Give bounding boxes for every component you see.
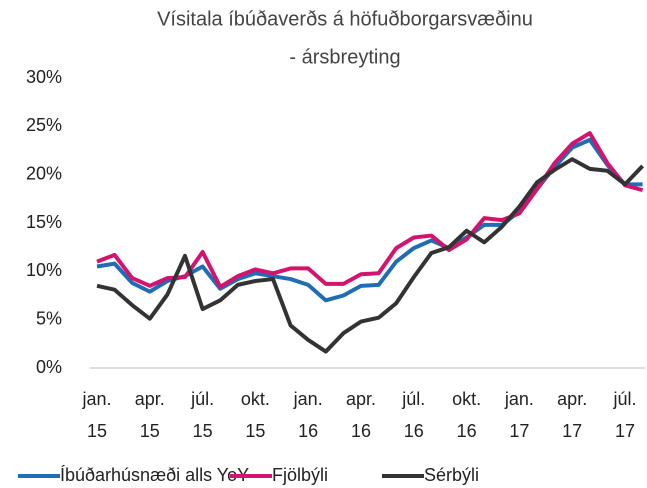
x-tick-label-line: apr. xyxy=(135,389,165,409)
legend-label: Íbúðarhúsnæði alls YoY xyxy=(60,465,249,485)
x-tick-label: okt. 16 xyxy=(452,389,481,441)
x-tick-label-line: jan. xyxy=(504,389,534,409)
x-tick-label-line: 15 xyxy=(245,421,265,441)
x-tick-label-line: okt. xyxy=(241,389,270,409)
x-tick-label: jan. 16 xyxy=(293,389,323,441)
x-tick-label-line: jan. xyxy=(293,389,323,409)
x-tick-label: apr. 17 xyxy=(557,389,587,441)
y-tick-label: 0% xyxy=(36,357,62,377)
x-tick-label-line: 17 xyxy=(615,421,635,441)
x-tick-label-line: 15 xyxy=(140,421,160,441)
x-tick-label-line: 16 xyxy=(351,421,371,441)
chart-title: Vísitala íbúðaverðs á höfuðborgarsvæðinu xyxy=(157,8,533,30)
x-tick-label-line: 16 xyxy=(404,421,424,441)
x-tick-label: júl. 16 xyxy=(401,389,425,441)
x-tick-label: júl. 17 xyxy=(612,389,636,441)
x-tick-label-line: 17 xyxy=(562,421,582,441)
x-tick-label-line: 16 xyxy=(298,421,318,441)
x-tick-label: jan. 15 xyxy=(81,389,111,441)
x-tick-label-line: 15 xyxy=(193,421,213,441)
y-tick-label: 15% xyxy=(26,212,62,232)
legend-label: Sérbýli xyxy=(424,465,479,485)
x-tick-label: apr. 15 xyxy=(135,389,165,441)
series-line xyxy=(96,157,645,354)
y-tick-label: 25% xyxy=(26,115,62,135)
x-tick-label-line: apr. xyxy=(557,389,587,409)
y-tick-label: 10% xyxy=(26,260,62,280)
x-tick-label-line: júl. xyxy=(190,389,214,409)
x-tick-label: apr. 16 xyxy=(346,389,376,441)
y-tick-label: 5% xyxy=(36,308,62,328)
x-tick-label-line: apr. xyxy=(346,389,376,409)
legend-label: Fjölbýli xyxy=(272,465,328,485)
x-tick-label-line: 15 xyxy=(87,421,107,441)
x-tick-label-line: 17 xyxy=(509,421,529,441)
x-tick-label-line: júl. xyxy=(401,389,425,409)
x-tick-label-line: okt. xyxy=(452,389,481,409)
x-tick-label: okt. 15 xyxy=(241,389,270,441)
x-tick-label: júl. 15 xyxy=(190,389,214,441)
x-tick-label-line: 16 xyxy=(457,421,477,441)
x-tick-label-line: júl. xyxy=(612,389,636,409)
x-tick-label: jan. 17 xyxy=(504,389,534,441)
x-tick-label-line: jan. xyxy=(81,389,111,409)
chart-title: - ársbreyting xyxy=(289,46,400,68)
series-line xyxy=(96,131,644,289)
y-tick-label: 30% xyxy=(26,67,62,87)
y-tick-label: 20% xyxy=(26,163,62,183)
